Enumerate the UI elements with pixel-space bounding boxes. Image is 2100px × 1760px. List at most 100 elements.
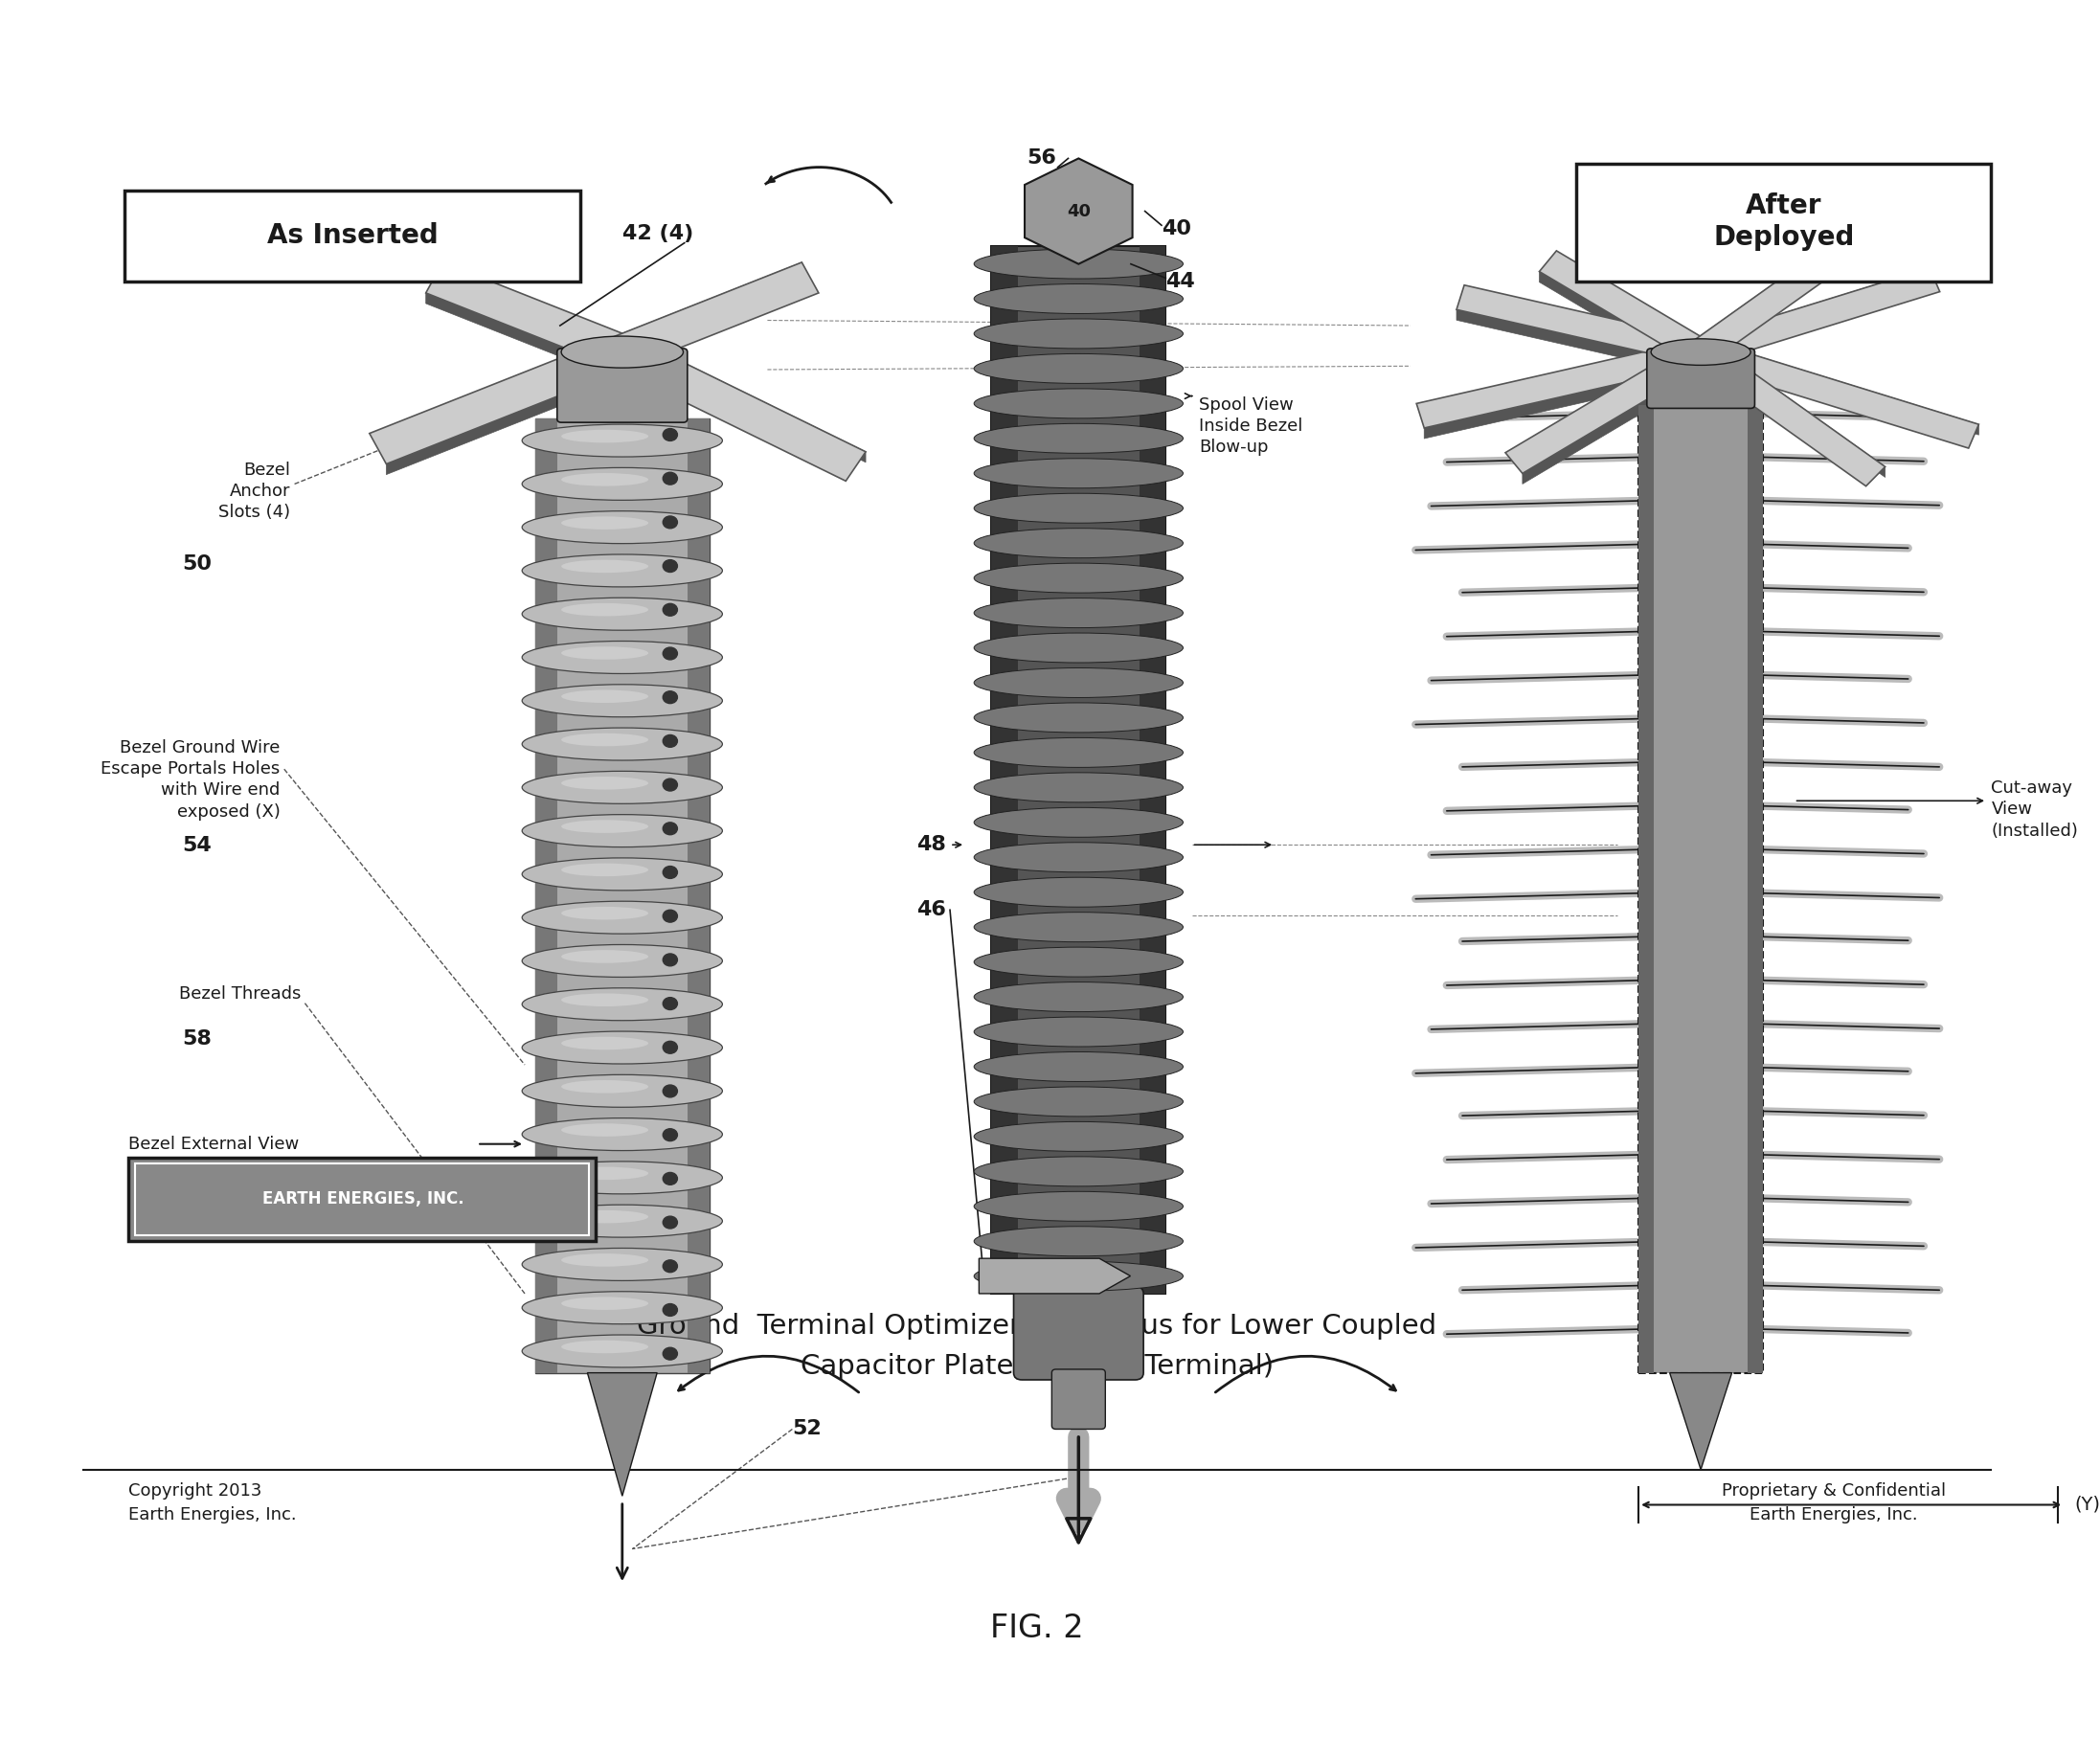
Polygon shape	[588, 1373, 657, 1496]
Ellipse shape	[974, 528, 1182, 558]
Circle shape	[664, 1304, 678, 1316]
Circle shape	[664, 954, 678, 966]
Ellipse shape	[523, 641, 722, 674]
Polygon shape	[1695, 268, 1930, 350]
Polygon shape	[1695, 268, 1940, 364]
Circle shape	[664, 604, 678, 616]
Circle shape	[664, 1042, 678, 1054]
Polygon shape	[1457, 310, 1697, 375]
Bar	[134, 1163, 590, 1236]
Ellipse shape	[561, 336, 682, 368]
Polygon shape	[1690, 241, 1854, 363]
Ellipse shape	[974, 912, 1182, 942]
Polygon shape	[426, 292, 613, 378]
Ellipse shape	[561, 1123, 649, 1137]
Text: 44: 44	[1166, 273, 1195, 290]
Ellipse shape	[523, 1075, 722, 1107]
Ellipse shape	[561, 516, 649, 530]
Ellipse shape	[561, 1341, 649, 1353]
Bar	[124, 190, 582, 282]
Ellipse shape	[561, 1167, 649, 1179]
Text: As Inserted: As Inserted	[267, 222, 439, 250]
Ellipse shape	[974, 773, 1182, 803]
Ellipse shape	[523, 815, 722, 847]
Polygon shape	[1709, 341, 1886, 477]
Bar	[536, 419, 557, 1373]
Text: Bezel
Anchor
Slots (4): Bezel Anchor Slots (4)	[218, 461, 290, 521]
Ellipse shape	[1651, 338, 1751, 366]
Text: 42 (4): 42 (4)	[622, 224, 693, 243]
Polygon shape	[613, 262, 819, 368]
Ellipse shape	[974, 389, 1182, 419]
Bar	[536, 419, 710, 1373]
Polygon shape	[1670, 1373, 1732, 1470]
Circle shape	[664, 648, 678, 660]
Text: FIG. 2: FIG. 2	[991, 1612, 1084, 1644]
Polygon shape	[370, 336, 630, 465]
Circle shape	[664, 472, 678, 484]
Ellipse shape	[523, 729, 722, 760]
Ellipse shape	[523, 554, 722, 586]
Ellipse shape	[561, 864, 649, 876]
Ellipse shape	[523, 1206, 722, 1237]
Circle shape	[664, 516, 678, 528]
Ellipse shape	[974, 808, 1182, 838]
Ellipse shape	[974, 319, 1182, 348]
Polygon shape	[1539, 250, 1709, 363]
Circle shape	[664, 1260, 678, 1272]
Polygon shape	[979, 1258, 1130, 1294]
Text: 52: 52	[792, 1420, 821, 1438]
Bar	[1140, 246, 1166, 1294]
Circle shape	[664, 1128, 678, 1140]
Polygon shape	[1506, 341, 1709, 473]
Ellipse shape	[561, 429, 649, 444]
Text: Spool View
Inside Bezel
Blow-up: Spool View Inside Bezel Blow-up	[1199, 396, 1302, 456]
Ellipse shape	[523, 510, 722, 544]
Ellipse shape	[974, 354, 1182, 384]
Ellipse shape	[561, 734, 649, 746]
Ellipse shape	[523, 901, 722, 935]
Circle shape	[664, 1216, 678, 1228]
Circle shape	[664, 1348, 678, 1360]
Circle shape	[664, 560, 678, 572]
Ellipse shape	[974, 667, 1182, 697]
Ellipse shape	[974, 1227, 1182, 1257]
Ellipse shape	[974, 1156, 1182, 1186]
Ellipse shape	[974, 634, 1182, 664]
Text: Proprietary & Confidential
Earth Energies, Inc.: Proprietary & Confidential Earth Energie…	[1722, 1482, 1945, 1522]
Text: Bezel Ground Wire
Escape Portals Holes
with Wire end
exposed (X): Bezel Ground Wire Escape Portals Holes w…	[101, 739, 279, 820]
Ellipse shape	[974, 283, 1182, 313]
Ellipse shape	[561, 1037, 649, 1049]
Polygon shape	[1415, 340, 1705, 428]
Text: Ground  Terminal Optimizer Apparatus for Lower Coupled
Capacitor Plate (Ground T: Ground Terminal Optimizer Apparatus for …	[636, 1313, 1436, 1380]
Ellipse shape	[523, 771, 722, 804]
Ellipse shape	[974, 458, 1182, 488]
Polygon shape	[1539, 271, 1693, 373]
Ellipse shape	[974, 563, 1182, 593]
Ellipse shape	[561, 646, 649, 660]
Ellipse shape	[561, 473, 649, 486]
Ellipse shape	[523, 1248, 722, 1281]
Ellipse shape	[974, 947, 1182, 977]
FancyBboxPatch shape	[556, 348, 687, 422]
Ellipse shape	[974, 843, 1182, 873]
Polygon shape	[1695, 340, 1978, 449]
Ellipse shape	[561, 820, 649, 832]
Circle shape	[664, 1084, 678, 1096]
Text: 56: 56	[1027, 148, 1056, 167]
Text: 50: 50	[183, 554, 212, 574]
Text: Bezel External View: Bezel External View	[128, 1135, 300, 1153]
Bar	[991, 246, 1019, 1294]
Ellipse shape	[561, 1297, 649, 1309]
Polygon shape	[1457, 285, 1705, 364]
FancyBboxPatch shape	[1014, 1287, 1145, 1380]
Text: After
Deployed: After Deployed	[1714, 194, 1854, 250]
Circle shape	[664, 910, 678, 922]
Bar	[991, 246, 1166, 1294]
Bar	[1747, 405, 1764, 1373]
Text: Copyright 2013
Earth Energies, Inc.: Copyright 2013 Earth Energies, Inc.	[128, 1482, 296, 1522]
Ellipse shape	[523, 1162, 722, 1193]
Text: 54: 54	[183, 836, 212, 855]
Polygon shape	[1705, 340, 1978, 435]
Ellipse shape	[561, 1211, 649, 1223]
